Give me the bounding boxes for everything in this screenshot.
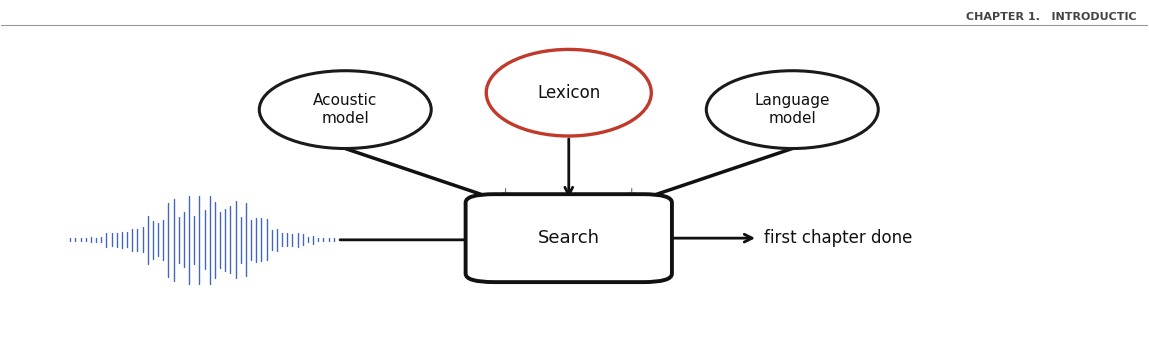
Text: Acoustic
model: Acoustic model bbox=[313, 93, 377, 126]
Ellipse shape bbox=[707, 71, 878, 149]
FancyBboxPatch shape bbox=[465, 194, 672, 282]
Ellipse shape bbox=[486, 49, 651, 136]
Text: first chapter done: first chapter done bbox=[764, 229, 912, 247]
Text: Lexicon: Lexicon bbox=[537, 84, 601, 102]
Text: Search: Search bbox=[538, 229, 600, 247]
Text: Language
model: Language model bbox=[755, 93, 830, 126]
Ellipse shape bbox=[260, 71, 431, 149]
Text: CHAPTER 1.   INTRODUCTIC: CHAPTER 1. INTRODUCTIC bbox=[965, 12, 1136, 21]
